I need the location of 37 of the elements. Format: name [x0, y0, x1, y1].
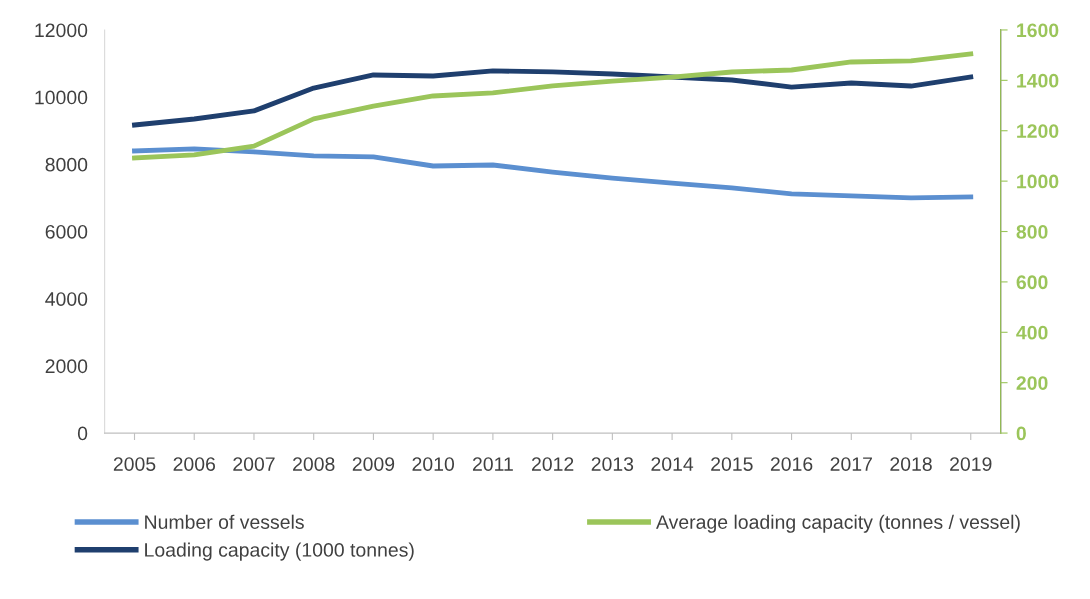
y2-tick-label: 200: [1016, 376, 1048, 390]
y2-tick-label: 600: [1016, 275, 1048, 290]
y2-tick-label: 800: [1016, 224, 1048, 239]
line-series: [132, 146, 974, 201]
x-tick-label: 2009: [352, 457, 395, 471]
y2-tick-label: 1200: [1017, 124, 1059, 138]
y-tick-label: 2000: [45, 359, 88, 374]
x-tick-label: 2011: [472, 457, 513, 471]
x-tick-label: 2014: [651, 457, 694, 471]
y-tick-label: 8000: [45, 157, 88, 172]
y2-tick-label: 400: [1016, 325, 1048, 340]
y-tick-label: 4000: [45, 292, 88, 306]
legend-label: Loading capacity (1000 tonnes): [145, 542, 414, 561]
x-tick-label: 2016: [770, 457, 813, 471]
y-tick-label: 0: [77, 426, 88, 441]
x-tick-label: 2012: [531, 457, 574, 471]
y-tick-label: 12000: [35, 23, 88, 38]
line-series: [132, 68, 974, 128]
x-tick-label: 2007: [233, 457, 275, 471]
y2-tick-label: 1400: [1017, 73, 1059, 88]
x-tick-label: 2005: [113, 457, 156, 471]
x-tick-label: 2013: [591, 457, 634, 471]
y2-tick-label: 0: [1016, 426, 1026, 441]
x-tick-label: 2015: [711, 457, 753, 471]
x-tick-label: 2008: [293, 457, 335, 471]
line-series: [132, 51, 974, 161]
y-tick-label: 6000: [45, 224, 88, 239]
x-tick-label: 2019: [950, 457, 992, 471]
x-tick-label: 2017: [830, 457, 872, 471]
x-tick-label: 2010: [412, 457, 455, 471]
y2-tick-label: 1600: [1017, 23, 1059, 38]
legend-label: Average loading capacity (tonnes / vessel): [656, 514, 1020, 533]
y2-tick-label: 1000: [1017, 174, 1059, 189]
x-tick-label: 2006: [173, 457, 216, 471]
legend-label: Number of vessels: [145, 514, 304, 529]
y-tick-label: 10000: [35, 90, 88, 105]
x-tick-label: 2018: [890, 457, 932, 471]
